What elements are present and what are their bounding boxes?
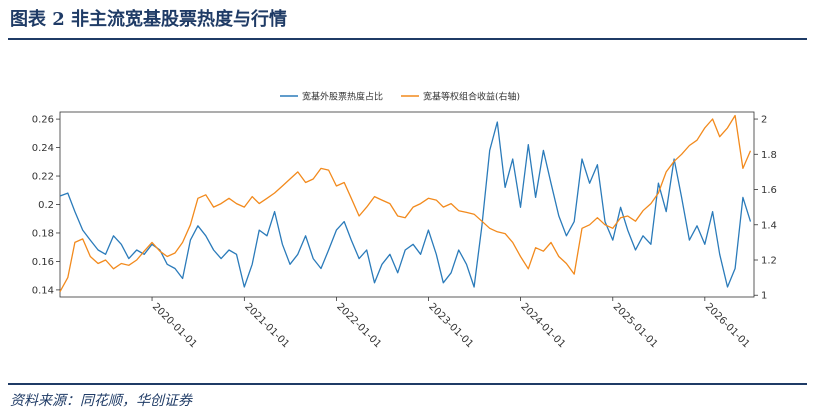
line-chart: 宽基外股票热度占比 宽基等权组合收益(右轴) 0.14 0.16 0.18 0.2 0.2… <box>32 91 777 351</box>
legend-label: 宽基等权组合收益(右轴) <box>423 91 520 103</box>
left-axis-tick-label: 0.2 <box>38 200 54 211</box>
right-axis-tick-label: 1.8 <box>761 150 777 161</box>
header-rule <box>8 38 807 40</box>
right-axis-tick-label: 1.2 <box>761 256 777 267</box>
series-line-heat <box>59 121 752 288</box>
x-axis-tick-label: 2025-01-01 <box>611 301 660 350</box>
chart-axes: 0.14 0.16 0.18 0.2 0.22 0.24 0.26 1 1.2 1.4 1.6 1.8… <box>32 111 777 350</box>
left-axis-tick-label: 0.14 <box>32 285 54 296</box>
x-axis-tick-label: 2024-01-01 <box>518 301 567 350</box>
left-axis-tick-label: 0.22 <box>32 172 54 183</box>
left-axis-tick-label: 0.24 <box>32 143 54 154</box>
x-axis-tick-label: 2020-01-01 <box>150 301 199 350</box>
left-axis-tick-label: 0.18 <box>32 228 54 239</box>
right-axis-tick-label: 1.4 <box>761 220 777 231</box>
x-axis-tick-label: 2021-01-01 <box>242 301 291 350</box>
footer-rule <box>8 383 807 385</box>
x-axis-tick-label: 2026-01-01 <box>703 301 752 350</box>
right-axis-tick-label: 1 <box>761 291 767 302</box>
left-axis-tick-label: 0.16 <box>32 257 54 268</box>
chart-legend: 宽基外股票热度占比 宽基等权组合收益(右轴) <box>280 91 520 103</box>
source-note: 资料来源：同花顺，华创证券 <box>10 393 192 409</box>
series-line-index <box>59 114 752 293</box>
legend-label: 宽基外股票热度占比 <box>302 91 383 103</box>
right-axis-tick-label: 2 <box>761 115 767 126</box>
x-axis-tick-label: 2023-01-01 <box>426 301 475 350</box>
chart-series <box>59 114 752 293</box>
figure-title: 图表 2 非主流宽基股票热度与行情 <box>10 9 288 30</box>
left-axis-tick-label: 0.26 <box>32 115 54 126</box>
right-axis-tick-label: 1.6 <box>761 185 777 196</box>
x-axis-tick-label: 2022-01-01 <box>334 301 383 350</box>
